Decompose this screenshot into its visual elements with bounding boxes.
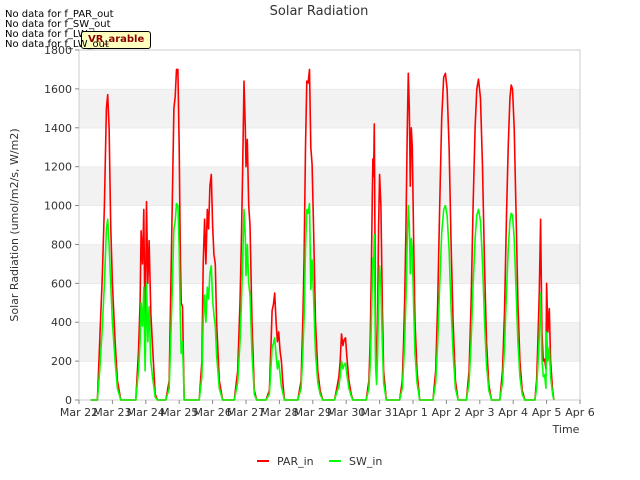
- x-tick-label: Mar 23: [93, 406, 131, 419]
- x-tick-label: Mar 27: [227, 406, 265, 419]
- x-axis-label: Time: [552, 423, 580, 436]
- grid-band: [79, 50, 580, 89]
- grid-band: [79, 283, 580, 323]
- y-tick-label: 1400: [44, 122, 72, 135]
- y-tick-label: 0: [65, 394, 72, 407]
- grid-band: [79, 322, 580, 362]
- grid-band: [79, 88, 580, 128]
- x-tick-label: Mar 24: [127, 406, 165, 419]
- no-data-message-4: No data for f_LW_out: [5, 39, 109, 50]
- grid-band: [79, 244, 580, 284]
- x-tick-label: Mar 28: [260, 406, 298, 419]
- grid-band: [79, 205, 580, 245]
- y-tick-label: 1000: [44, 200, 72, 213]
- no-data-message-3: No data for f_LW_in: [5, 29, 102, 40]
- grid-band: [79, 361, 580, 400]
- site-badge: VR_arable: [81, 31, 152, 49]
- no-data-message-2: No data for f_SW_out: [5, 19, 111, 30]
- y-tick-label: 400: [51, 316, 72, 329]
- no-data-message-1: No data for f_PAR_out: [5, 9, 114, 20]
- x-tick-label: Apr 1: [398, 406, 428, 419]
- x-tick-label: Apr 6: [565, 406, 595, 419]
- x-tick-label: Mar 30: [327, 406, 365, 419]
- y-tick-label: 1200: [44, 161, 72, 174]
- legend-label: SW_in: [349, 455, 382, 468]
- grid-band: [79, 127, 580, 167]
- x-tick-label: Apr 2: [432, 406, 462, 419]
- grid-bands: [79, 49, 580, 400]
- series-lines: [90, 68, 555, 401]
- x-tick-label: Apr 3: [465, 406, 495, 419]
- x-tick-label: Mar 31: [360, 406, 398, 419]
- y-tick-label: 1800: [44, 44, 72, 57]
- x-tick-label: Mar 26: [193, 406, 231, 419]
- x-tick-label: Apr 5: [532, 406, 562, 419]
- y-tick-label: 800: [51, 238, 72, 251]
- y-axis: 0 200 400 600 800 1000 1200 1400 1600 1800: [44, 44, 79, 407]
- y-tick-label: 200: [51, 355, 72, 368]
- series-line-par-in: [90, 68, 555, 401]
- y-axis-label: Solar Radiation (umol/m2/s, W/m2): [8, 128, 21, 321]
- x-tick-label: Mar 29: [294, 406, 332, 419]
- series-line-sw-in: [90, 202, 555, 401]
- x-tick-label: Mar 22: [60, 406, 98, 419]
- legend-label: PAR_in: [277, 455, 314, 468]
- x-tick-label: Mar 25: [160, 406, 198, 419]
- y-tick-label: 1600: [44, 83, 72, 96]
- chart-title: Solar Radiation: [270, 4, 369, 19]
- y-tick-label: 600: [51, 277, 72, 290]
- legend: PAR_in SW_in: [257, 455, 382, 468]
- grid-band: [79, 166, 580, 206]
- x-tick-label: Apr 4: [498, 406, 528, 419]
